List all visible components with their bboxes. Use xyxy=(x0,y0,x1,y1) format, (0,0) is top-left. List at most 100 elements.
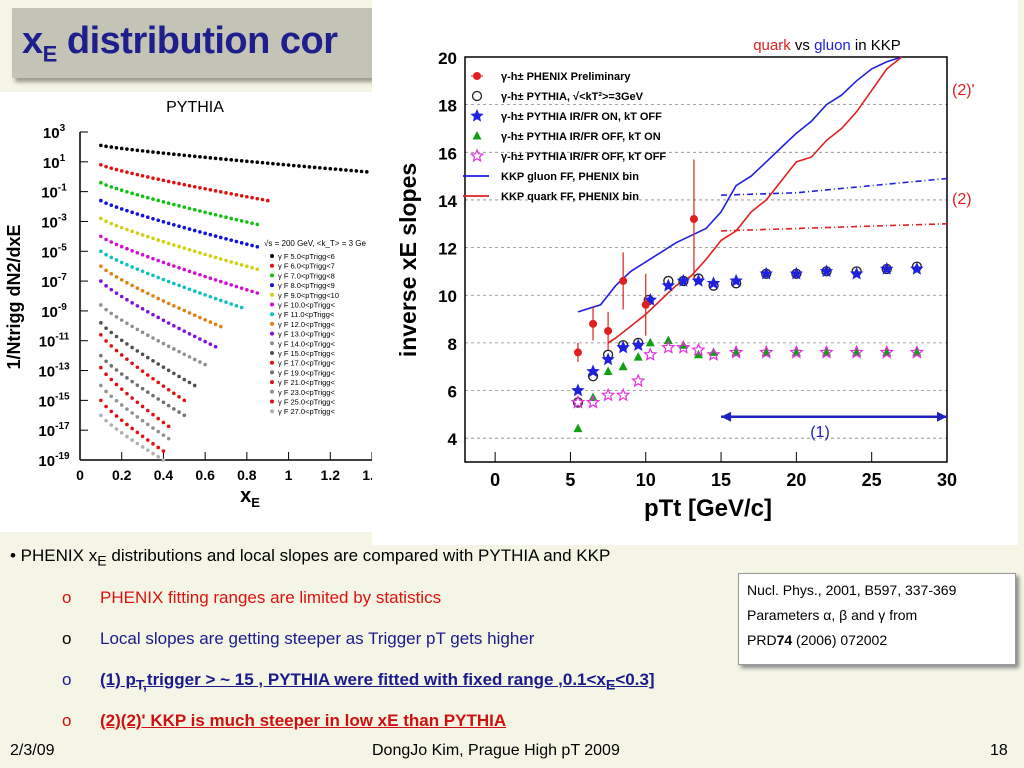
data-point xyxy=(119,146,124,151)
data-point xyxy=(161,151,166,155)
data-point xyxy=(172,243,176,247)
data-point xyxy=(119,294,124,299)
irfr-on-point xyxy=(789,266,804,280)
data-point xyxy=(208,232,213,237)
data-point xyxy=(135,349,140,353)
title-box xyxy=(12,8,372,78)
data-point xyxy=(99,413,103,418)
x-tick-label: 0 xyxy=(490,470,500,490)
data-point xyxy=(145,373,150,377)
data-point xyxy=(156,429,161,434)
data-point xyxy=(114,348,119,353)
slide-title: xE distribution cor xyxy=(22,20,338,68)
legend-marker xyxy=(473,72,481,80)
data-point xyxy=(250,289,254,294)
data-point xyxy=(245,194,249,199)
data-point xyxy=(151,312,155,317)
data-point xyxy=(125,391,129,396)
data-point xyxy=(328,166,333,171)
data-point xyxy=(151,393,155,398)
data-point xyxy=(281,162,286,167)
y-tick-label: 10-9 xyxy=(41,302,67,321)
legend-entry: γ F 12.0<pTrigg< xyxy=(278,320,335,329)
xe-distribution-chart: PYTHIA 103 101 10-1 10-3 10-5 10-7 10-9 10-11 10-… xyxy=(4,99,382,510)
data-point xyxy=(187,206,192,211)
data-point xyxy=(99,332,103,337)
data-point xyxy=(125,208,129,213)
data-point xyxy=(161,458,166,462)
plot-frame xyxy=(464,56,948,463)
irfr-off-kt-off-point xyxy=(661,339,676,354)
legend-entry: γ F 9.0<pTrigg<10 xyxy=(278,291,339,300)
data-point xyxy=(166,179,171,184)
data-point xyxy=(208,156,213,160)
irfr-off-kt-off-point xyxy=(819,344,834,359)
data-point xyxy=(187,287,192,292)
chart-header: quark vs gluon in KKP xyxy=(753,37,901,54)
data-point xyxy=(198,230,202,234)
y-tick-label: 10-15 xyxy=(38,391,70,410)
data-point xyxy=(119,372,124,376)
sub-bullet-2: o Local slopes are getting steeper as Tri… xyxy=(62,629,534,649)
legend-marker xyxy=(270,351,274,355)
data-point xyxy=(218,257,223,261)
sub-bullet-text: (2)(2)' KKP is much steeper in low xE th… xyxy=(100,711,507,730)
data-point xyxy=(218,235,223,240)
bullet-marker: o xyxy=(62,588,72,607)
data-point xyxy=(234,192,239,197)
data-point xyxy=(166,321,171,325)
data-point xyxy=(161,239,166,244)
data-point xyxy=(151,294,155,298)
data-point xyxy=(192,228,197,233)
data-point xyxy=(119,207,124,211)
data-point xyxy=(177,395,181,399)
data-point xyxy=(119,244,124,249)
data-point xyxy=(166,279,171,284)
data-point xyxy=(156,397,161,401)
data-point xyxy=(130,426,134,431)
data-point xyxy=(151,412,155,417)
data-point xyxy=(208,276,213,281)
irfr-off-kt-on-point xyxy=(573,423,583,433)
x-tick-label: 1 xyxy=(285,467,293,483)
data-point xyxy=(229,216,234,221)
data-point xyxy=(255,245,260,249)
data-point xyxy=(161,365,166,369)
data-point xyxy=(224,215,228,220)
kkp-quark-line xyxy=(607,56,903,344)
data-point xyxy=(166,344,171,349)
data-point xyxy=(104,183,108,187)
bullet-main-sub: E xyxy=(97,553,107,570)
data-point xyxy=(166,403,171,408)
y-tick-label: 20 xyxy=(438,49,457,68)
irfr-off-kt-off-point xyxy=(676,340,691,354)
data-point xyxy=(192,154,197,159)
data-point xyxy=(119,403,124,407)
bullet-main: • PHENIX xE distributions and local slop… xyxy=(10,546,610,569)
legend-marker xyxy=(469,148,485,163)
y-axis-label: inverse xE slopes xyxy=(395,163,421,357)
legend-entry: γ F 8.0<pTrigg<9 xyxy=(278,281,335,290)
data-point xyxy=(109,364,114,368)
data-point xyxy=(109,423,114,427)
y-tick-label: 8 xyxy=(448,335,457,354)
data-point xyxy=(192,184,197,189)
data-point xyxy=(125,297,129,302)
sub-bullet-text: Local slopes are getting steeper as Trig… xyxy=(100,629,535,648)
x-tick-label: 0.8 xyxy=(237,467,257,483)
ref-line-2: Parameters α, β and γ from xyxy=(747,607,918,623)
data-point xyxy=(114,145,119,150)
data-point xyxy=(125,434,129,439)
data-point xyxy=(208,188,213,192)
data-point xyxy=(229,302,234,306)
data-point xyxy=(99,279,103,283)
data-point xyxy=(151,451,155,456)
data-point xyxy=(234,303,239,308)
legend-entry: γ F 5.0<pTrigg<6 xyxy=(278,252,335,261)
data-point xyxy=(187,183,192,188)
y-tick-label: 10-19 xyxy=(38,451,70,470)
data-point xyxy=(318,165,322,170)
data-point xyxy=(245,264,249,269)
data-point xyxy=(104,359,108,364)
data-point xyxy=(177,374,181,379)
